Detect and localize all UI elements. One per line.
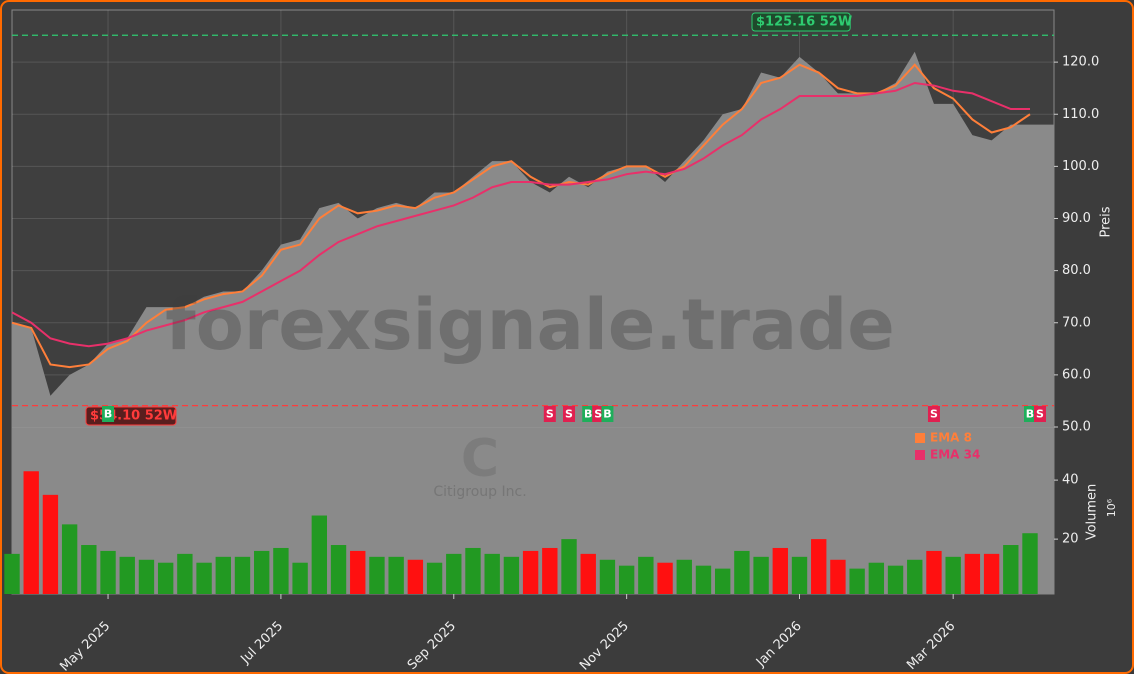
volume-bar bbox=[465, 547, 481, 594]
volume-bar bbox=[81, 545, 97, 594]
volume-bar bbox=[945, 556, 961, 594]
company-watermark: Citigroup Inc. bbox=[433, 484, 526, 500]
volume-bar bbox=[446, 553, 462, 594]
y-tick-label: 100.0 bbox=[1062, 159, 1099, 174]
volume-bar bbox=[1022, 533, 1038, 594]
close-area bbox=[12, 51, 1054, 427]
volume-bar bbox=[964, 553, 981, 594]
volume-bar bbox=[177, 553, 193, 594]
legend-label: EMA 8 bbox=[930, 431, 972, 445]
volume-bar bbox=[522, 550, 539, 594]
volume-bar bbox=[61, 524, 78, 594]
signal-label: S bbox=[930, 408, 938, 421]
ticker-watermark: C bbox=[461, 429, 499, 489]
volume-bar bbox=[753, 556, 769, 594]
ema-line bbox=[11, 81, 1030, 348]
ema-line bbox=[11, 63, 1031, 369]
extreme-label: $125.16 52W bbox=[756, 15, 852, 30]
volume-bar bbox=[234, 556, 251, 594]
legend-label: EMA 34 bbox=[930, 448, 980, 462]
volume-bar bbox=[580, 553, 596, 594]
volume-bar bbox=[811, 539, 827, 594]
y2-axis-label: Volumen bbox=[1085, 484, 1100, 541]
signal-label: S bbox=[594, 408, 602, 421]
signal-box bbox=[1024, 406, 1036, 422]
volume-bar bbox=[618, 565, 635, 594]
signal-box bbox=[582, 406, 595, 422]
y2-tick-label: 40 bbox=[1062, 473, 1079, 488]
volume-bar bbox=[484, 553, 500, 594]
volume-bar bbox=[657, 562, 673, 594]
legend-swatch bbox=[915, 450, 925, 460]
volume-bar bbox=[734, 550, 750, 594]
volume-bar bbox=[138, 559, 155, 594]
volume-bar bbox=[196, 562, 212, 594]
signal-box bbox=[592, 406, 605, 422]
volume-bar bbox=[254, 550, 270, 594]
signal-label: B bbox=[1026, 408, 1034, 421]
y-tick-label: 60.0 bbox=[1062, 367, 1091, 382]
volume-bar bbox=[388, 556, 404, 594]
volume-bar bbox=[791, 556, 808, 594]
y-tick-label: 70.0 bbox=[1062, 315, 1091, 330]
volume-bar bbox=[157, 562, 174, 594]
volume-bar bbox=[638, 556, 654, 594]
volume-bar bbox=[350, 550, 366, 594]
volume-bar bbox=[330, 545, 347, 594]
volume-bar bbox=[503, 556, 520, 594]
volume-bar bbox=[100, 550, 116, 594]
volume-bar bbox=[119, 556, 135, 594]
volume-bar bbox=[907, 559, 923, 594]
volume-bar bbox=[599, 559, 616, 594]
volume-bar bbox=[23, 471, 39, 594]
volume-bar bbox=[215, 556, 231, 594]
signal-box bbox=[927, 406, 940, 422]
signal-box bbox=[1034, 406, 1046, 422]
volume-bar bbox=[849, 568, 865, 594]
signal-box bbox=[601, 406, 614, 422]
volume-bar bbox=[887, 565, 904, 594]
extreme-box bbox=[751, 12, 851, 32]
volume-bar bbox=[42, 494, 59, 594]
volume-bar bbox=[868, 562, 885, 594]
volume-bar bbox=[772, 547, 788, 594]
volume-bar bbox=[676, 559, 692, 594]
legend-swatch bbox=[915, 433, 925, 443]
y-axis-label: Preis bbox=[1099, 206, 1114, 237]
y2-unit: 10⁶ bbox=[1105, 498, 1118, 517]
volume-bar bbox=[426, 562, 443, 594]
volume-bar bbox=[311, 515, 328, 594]
signal-box bbox=[102, 406, 115, 422]
volume-bar bbox=[926, 550, 942, 594]
y-tick-label: 110.0 bbox=[1062, 107, 1099, 122]
volume-bar bbox=[4, 553, 20, 594]
y-tick-label: 50.0 bbox=[1062, 420, 1091, 435]
y2-tick-label: 20 bbox=[1062, 532, 1079, 547]
volume-bar bbox=[561, 539, 577, 594]
signal-label: S bbox=[565, 408, 573, 421]
signal-box bbox=[563, 406, 576, 422]
signal-label: S bbox=[546, 408, 554, 421]
y-tick-label: 90.0 bbox=[1062, 211, 1091, 226]
signal-label: B bbox=[104, 408, 112, 421]
volume-bar bbox=[369, 556, 385, 594]
signal-box bbox=[543, 406, 556, 422]
volume-bar bbox=[695, 565, 712, 594]
signal-label: S bbox=[1036, 408, 1044, 421]
volume-bar bbox=[714, 568, 731, 594]
volume-bar bbox=[292, 562, 308, 594]
volume-bar bbox=[542, 547, 558, 594]
signal-label: B bbox=[584, 408, 592, 421]
volume-bar bbox=[983, 553, 1000, 594]
volume-bar bbox=[830, 559, 846, 594]
y-tick-label: 120.0 bbox=[1062, 55, 1099, 70]
volume-bar bbox=[273, 547, 289, 594]
volume-bar bbox=[407, 559, 424, 594]
y-tick-label: 80.0 bbox=[1062, 263, 1091, 278]
volume-bar bbox=[1003, 545, 1019, 594]
watermark: forexsignale.trade bbox=[165, 284, 894, 366]
signal-label: B bbox=[603, 408, 611, 421]
